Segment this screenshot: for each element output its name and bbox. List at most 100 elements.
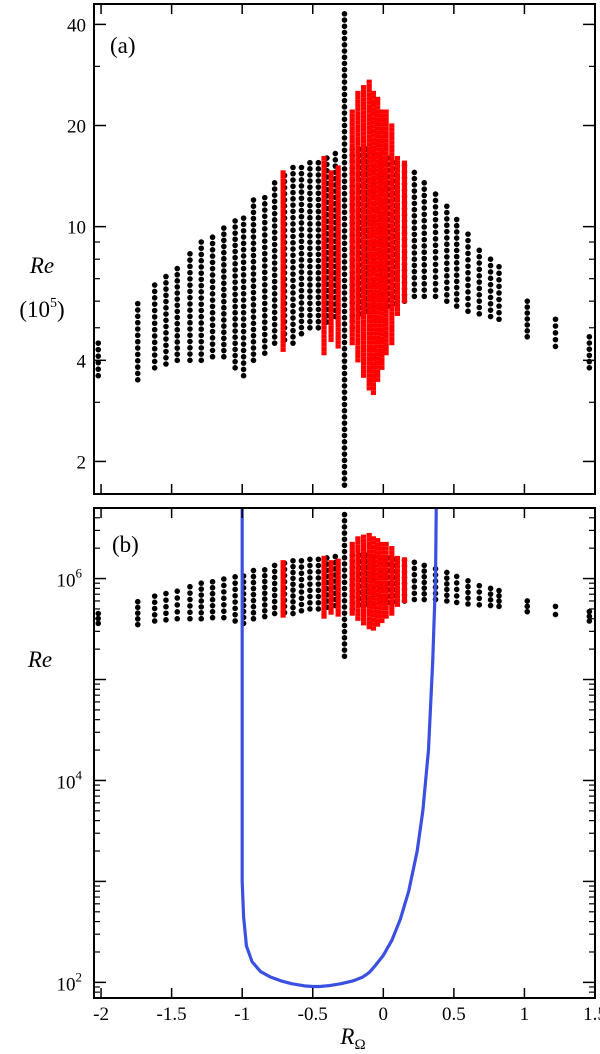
panel-a-black-point <box>174 284 181 290</box>
panel-a-red-point <box>349 235 355 240</box>
panel-b-red-point <box>360 608 367 614</box>
panel-a-black-point <box>187 351 193 357</box>
panel-b-red-point <box>389 546 395 551</box>
panel-a-black-point <box>298 220 305 226</box>
panel-a-black-point <box>290 327 296 334</box>
panel-b-black-point <box>198 615 205 622</box>
panel-b-black-point <box>453 586 460 593</box>
panel-a-red-point <box>366 331 372 336</box>
panel-b-black-point <box>496 593 502 599</box>
panel-a-black-point <box>232 365 238 371</box>
panel-a-black-point <box>174 333 181 339</box>
panel-a-black-point <box>240 227 247 234</box>
panel-a-red-point <box>366 100 372 105</box>
panel-b-black-point <box>307 568 313 575</box>
panel-a-red-point <box>375 365 381 370</box>
panel-a-red-point <box>355 90 361 96</box>
panel-b-red-point <box>379 584 385 589</box>
panel-a-black-point <box>496 270 502 277</box>
panel-b-black-point <box>209 590 216 597</box>
panel-a-black-point <box>421 205 428 211</box>
panel-a-red-point <box>355 115 361 121</box>
panel-a-red-point <box>389 152 395 157</box>
panel-a-black-point <box>496 290 502 296</box>
panel-a-red-point <box>394 307 401 312</box>
panel-a-black-point <box>198 345 205 351</box>
panel-a-red-point <box>360 118 367 123</box>
panel-a-red-point <box>379 243 385 249</box>
panel-a-red-point <box>360 344 367 349</box>
panel-a-black-point <box>411 169 418 176</box>
panel-b-black-point <box>465 589 471 596</box>
panel-b-red-point <box>370 570 377 575</box>
panel-b-black-point <box>307 587 313 594</box>
panel-a-red-point <box>360 181 367 186</box>
panel-b-red-point <box>366 570 372 575</box>
panel-b-black-point <box>411 578 418 584</box>
panel-a-black-point <box>298 324 305 331</box>
panel-b-red-point <box>401 594 408 599</box>
panel-a-black-point <box>476 247 483 254</box>
panel-b-black-point <box>271 592 278 599</box>
panel-a-red-point <box>321 168 327 173</box>
panel-a-black-point <box>187 263 193 270</box>
panel-a-black-point <box>487 300 494 307</box>
panel-a-red-point <box>280 259 286 264</box>
panel-b-red-point <box>394 602 401 607</box>
panel-a-red-point <box>280 313 286 319</box>
panel-a-red-point <box>366 323 372 328</box>
panel-a-black-point <box>187 313 193 320</box>
panel-b-black-point <box>307 556 313 563</box>
panel-a-black-point <box>421 268 428 274</box>
panel-a-red-point <box>383 109 389 114</box>
panel-a-black-point <box>432 197 439 204</box>
panel-a-black-point <box>209 328 216 335</box>
panel-b-red-point <box>335 600 341 605</box>
panel-a-black-point <box>174 357 181 364</box>
panel-b-black-point <box>290 563 296 570</box>
panel-a-black-point <box>163 273 169 280</box>
panel-b-red-point <box>394 594 401 599</box>
panel-a-black-point <box>411 293 418 300</box>
panel-a-black-point <box>298 269 305 275</box>
panel-b-y-tick-label: 102 <box>57 969 83 995</box>
panel-a-black-point <box>240 347 247 354</box>
panel-b-black-point <box>261 584 268 591</box>
panel-a-red-point <box>280 339 286 344</box>
panel-a-red-point <box>375 214 381 219</box>
panel-a-black-point <box>315 288 322 294</box>
panel-b-black-point <box>134 621 141 628</box>
panel-a-black-point <box>298 330 305 337</box>
panel-a-black-point <box>261 257 268 263</box>
panel-a-red-point <box>355 249 361 254</box>
panel-a-black-point <box>298 257 305 263</box>
panel-a-red-point <box>360 298 367 303</box>
panel-a-black-point <box>95 359 102 366</box>
panel-a-black-point <box>341 122 348 129</box>
panel-a-red-point <box>383 176 389 181</box>
panel-a-black-point <box>221 262 227 268</box>
panel-a-black-point <box>290 221 296 227</box>
panel-a-ylabel-unit: (105) <box>19 296 64 322</box>
panel-a-red-point <box>335 335 341 341</box>
panel-a-black-point <box>444 285 450 292</box>
panel-b-black-point <box>198 598 205 604</box>
panel-b-black-point <box>465 601 471 607</box>
panel-a-red-point <box>389 215 395 220</box>
panel-a-black-point <box>240 316 247 322</box>
panel-a-red-point <box>335 190 341 195</box>
panel-a-black-point <box>465 295 471 302</box>
panel-a-black-point <box>151 295 158 301</box>
panel-a-red-point <box>383 192 389 198</box>
panel-a-black-point <box>341 172 348 178</box>
panel-b-red-point <box>394 560 401 565</box>
panel-b-black-point <box>341 591 348 598</box>
panel-a-black-point <box>341 476 348 482</box>
panel-b-x-tick-label: -0.5 <box>298 1004 328 1025</box>
panel-a-black-point <box>163 280 169 286</box>
panel-a-black-point <box>151 345 158 352</box>
panel-a-red-point <box>366 264 372 269</box>
panel-a-black-point <box>151 333 158 339</box>
panel-a-black-point <box>232 322 238 328</box>
panel-b-red-point <box>328 593 334 598</box>
